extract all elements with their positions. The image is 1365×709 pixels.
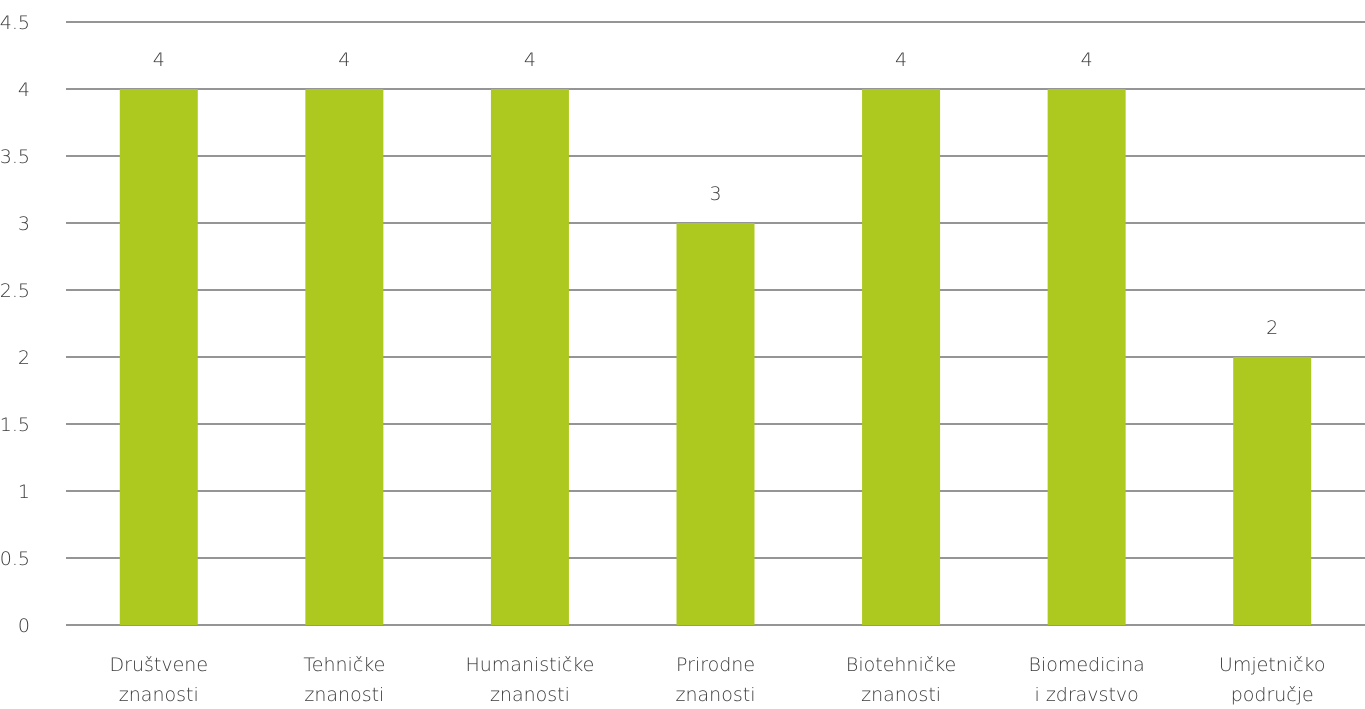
bar: [305, 89, 384, 625]
bars: [119, 89, 1312, 625]
bar: [119, 89, 198, 625]
category-label: znanosti: [490, 684, 570, 706]
data-labels: 4 4 4 3 4 4 2: [153, 49, 1279, 339]
y-tick-label: 2.5: [0, 280, 30, 302]
bar: [862, 89, 941, 625]
data-label: 4: [153, 49, 165, 71]
category-label: Biotehničke: [846, 654, 956, 676]
category-label: znanosti: [304, 684, 384, 706]
y-tick-label: 0: [18, 615, 30, 637]
data-label: 4: [524, 49, 536, 71]
data-label: 3: [709, 183, 721, 205]
bar: [676, 223, 755, 625]
category-label: znanosti: [861, 684, 941, 706]
bar: [490, 89, 569, 625]
data-label: 2: [1266, 317, 1278, 339]
bar: [1233, 357, 1312, 625]
y-tick-label: 4.5: [0, 12, 30, 34]
category-label: znanosti: [676, 684, 756, 706]
category-label: Biomedicina: [1028, 654, 1144, 676]
y-tick-label: 0.5: [0, 548, 30, 570]
category-label: područje: [1231, 684, 1314, 706]
y-axis-ticks: 0 0.5 1 1.5 2 2.5 3 3.5 4 4.5: [0, 12, 30, 637]
category-label: Humanističke: [465, 654, 594, 676]
category-label: Umjetničko: [1219, 654, 1326, 676]
data-label: 4: [895, 49, 907, 71]
category-label: Tehničke: [303, 654, 385, 676]
data-label: 4: [338, 49, 350, 71]
x-axis-categories: Društvene znanosti Tehničke znanosti Humanis…: [110, 654, 1326, 706]
bar: [1047, 89, 1126, 625]
data-label: 4: [1081, 49, 1093, 71]
y-tick-label: 3.5: [0, 146, 30, 168]
category-label: znanosti: [119, 684, 199, 706]
y-tick-label: 4: [18, 79, 30, 101]
category-label: i zdravstvo: [1035, 684, 1139, 706]
category-label: Društvene: [110, 654, 209, 676]
y-tick-label: 1.5: [0, 414, 30, 436]
y-tick-label: 3: [18, 213, 30, 235]
y-tick-label: 2: [18, 347, 30, 369]
category-label: Prirodne: [676, 654, 755, 676]
y-tick-label: 1: [18, 481, 30, 503]
